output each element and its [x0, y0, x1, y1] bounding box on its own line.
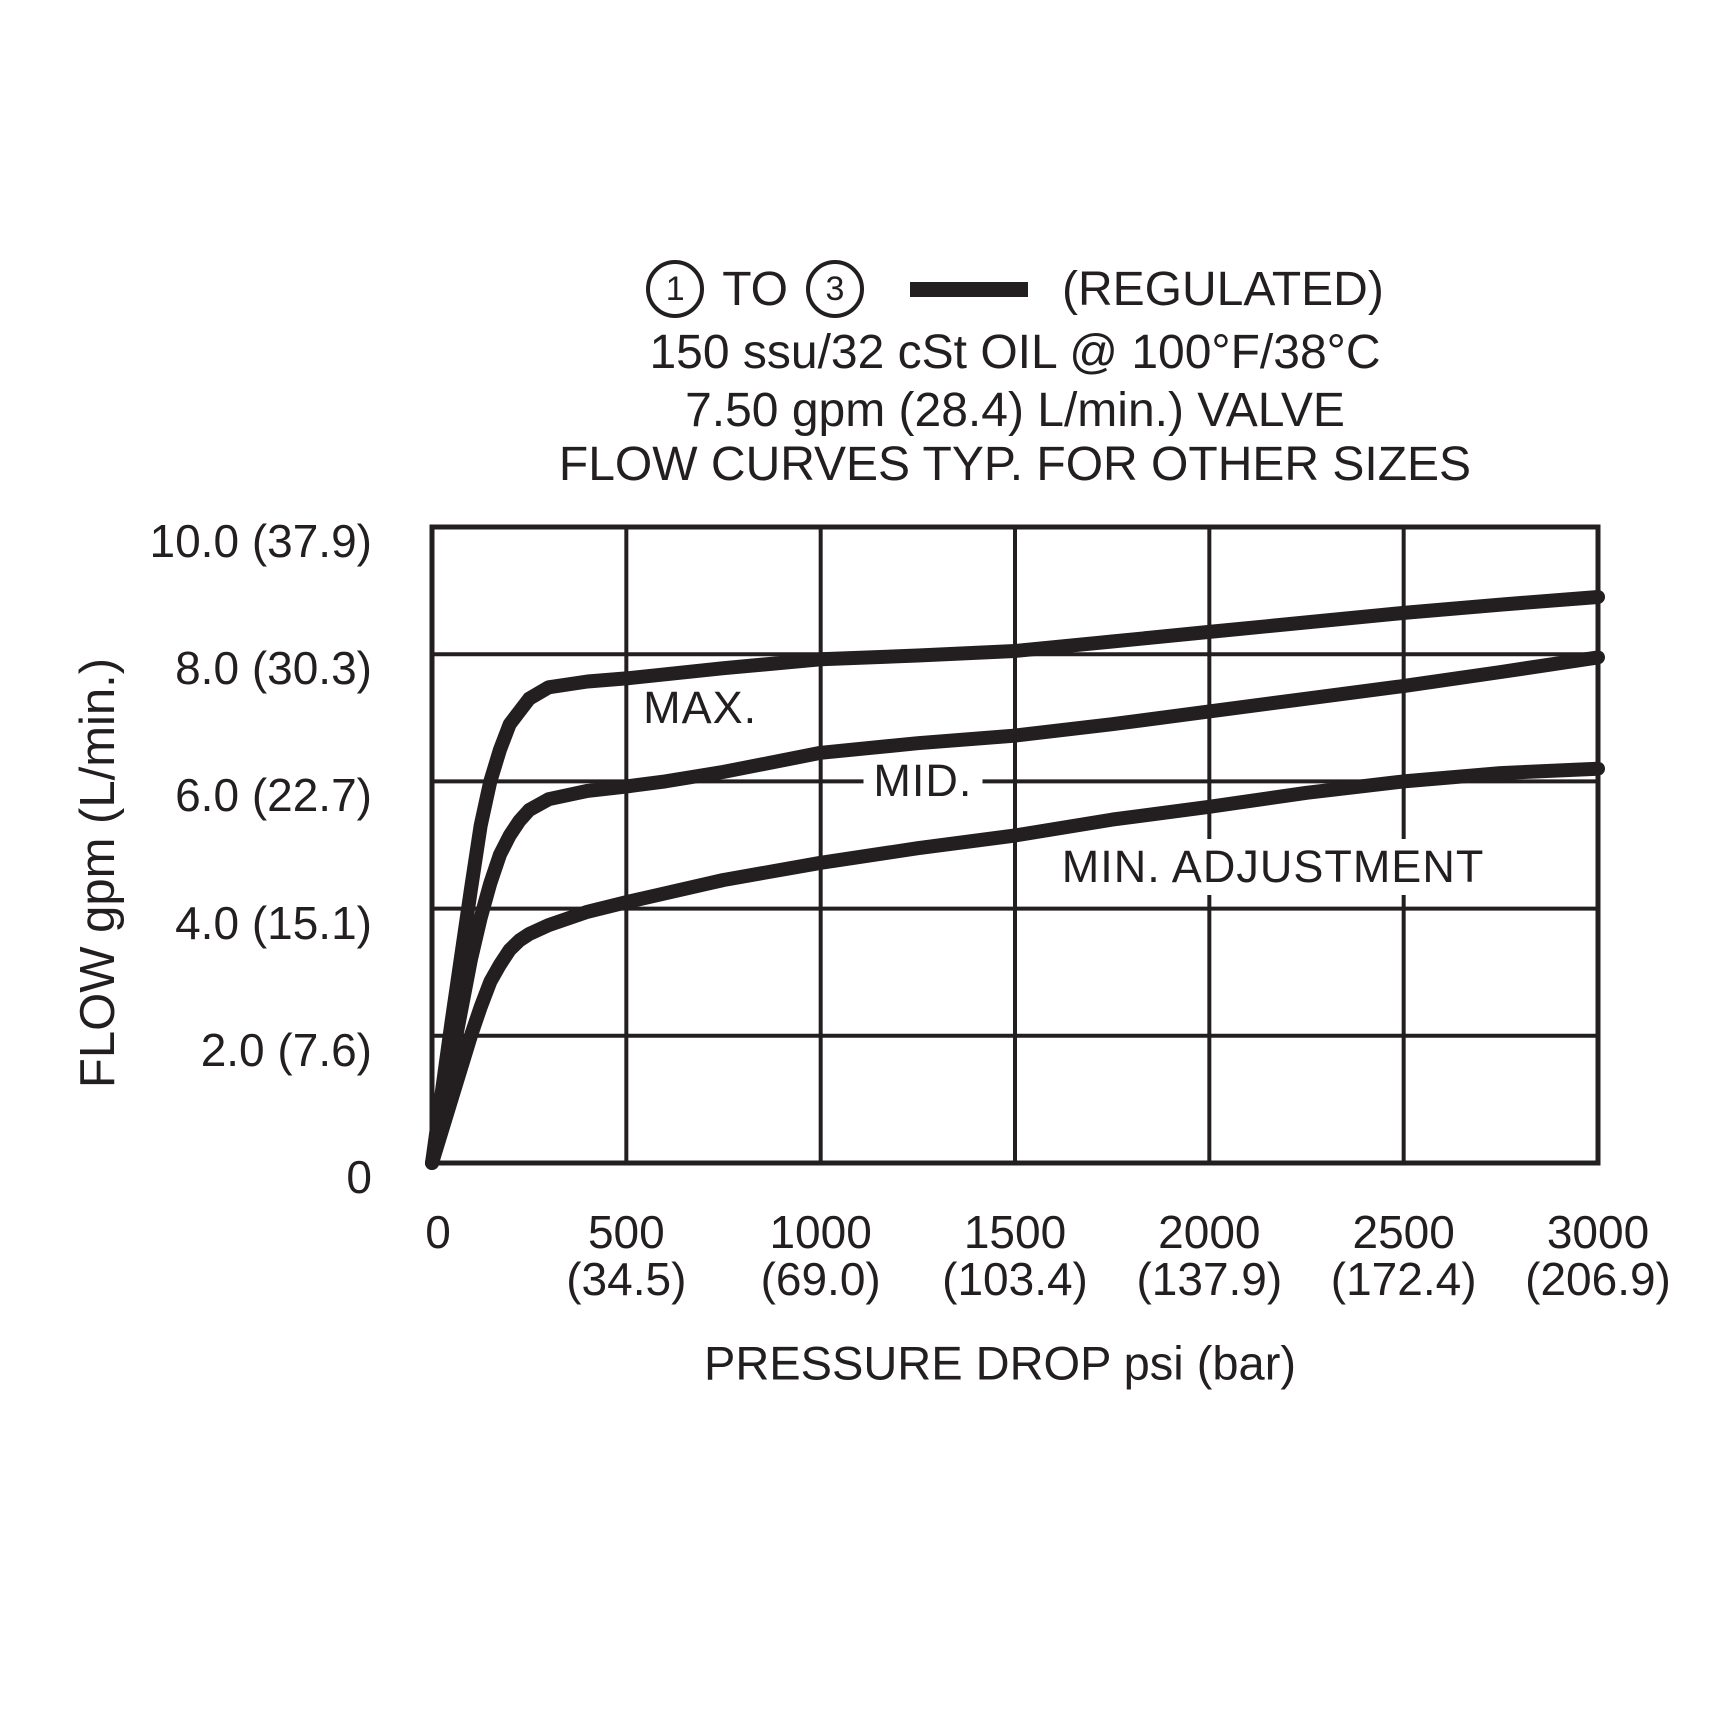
x-tick-psi: 1000: [769, 1206, 872, 1258]
curve-label-min-adjustment: MIN. ADJUSTMENT: [1051, 838, 1495, 895]
chart-title-line-2: 150 ssu/32 cSt OIL @ 100°F/38°C: [649, 326, 1381, 379]
regulated-label: (REGULATED): [1062, 262, 1384, 316]
port-3-icon: 3: [806, 260, 864, 318]
x-axis-title: PRESSURE DROP psi (bar): [704, 1336, 1296, 1390]
x-tick-bar: (103.4): [942, 1253, 1088, 1305]
curve-label-max: MAX.: [633, 680, 768, 737]
chart-title-line-1: 1 TO 3 (REGULATED): [432, 259, 1598, 319]
x-tick-psi: 2500: [1352, 1206, 1455, 1258]
chart-title-line-4: FLOW CURVES TYP. FOR OTHER SIZES: [558, 438, 1472, 491]
x-tick-bar: (206.9): [1525, 1253, 1671, 1305]
x-tick-label: 1000 (69.0): [761, 1209, 881, 1303]
curve-max: [425, 590, 1605, 1170]
port-1-icon: 1: [646, 260, 705, 318]
x-tick-label: 500 (34.5): [566, 1209, 686, 1303]
curve-label-mid: MID.: [863, 753, 983, 810]
x-tick-label: 1500 (103.4): [942, 1209, 1088, 1303]
plot-border: [429, 524, 1601, 1166]
x-tick-label: 0: [425, 1209, 451, 1256]
x-tick-label: 2000 (137.9): [1136, 1209, 1282, 1303]
x-tick-psi: 2000: [1158, 1206, 1261, 1258]
x-tick-psi: 1500: [963, 1206, 1067, 1258]
x-tick-bar: (34.5): [566, 1253, 687, 1305]
x-tick-label: 2500 (172.4): [1331, 1209, 1477, 1303]
curve-mid: [425, 650, 1605, 1170]
y-tick-label: 4.0 (15.1): [175, 896, 372, 949]
y-tick-label: 8.0 (30.3): [175, 642, 372, 695]
chart-title-line-3: 7.50 gpm (28.4) L/min.) VALVE: [685, 384, 1345, 437]
x-tick-bar: (69.0): [760, 1253, 881, 1305]
regulated-line-icon: [910, 281, 1028, 297]
to-label: TO: [722, 262, 788, 316]
x-tick-bar: (172.4): [1330, 1253, 1477, 1305]
x-tick-bar: (137.9): [1136, 1253, 1283, 1305]
y-tick-label: 10.0 (37.9): [149, 515, 372, 567]
x-tick-psi: 500: [587, 1206, 665, 1258]
x-tick-psi: 3000: [1546, 1206, 1650, 1258]
y-tick-label: 0: [346, 1151, 372, 1203]
curve-min-adjustment: [425, 761, 1605, 1170]
y-tick-label: 6.0 (22.7): [175, 769, 372, 822]
x-tick-label: 3000 (206.9): [1525, 1209, 1671, 1303]
x-tick-psi: 0: [425, 1206, 451, 1258]
y-tick-label: 2.0 (7.6): [200, 1023, 372, 1076]
